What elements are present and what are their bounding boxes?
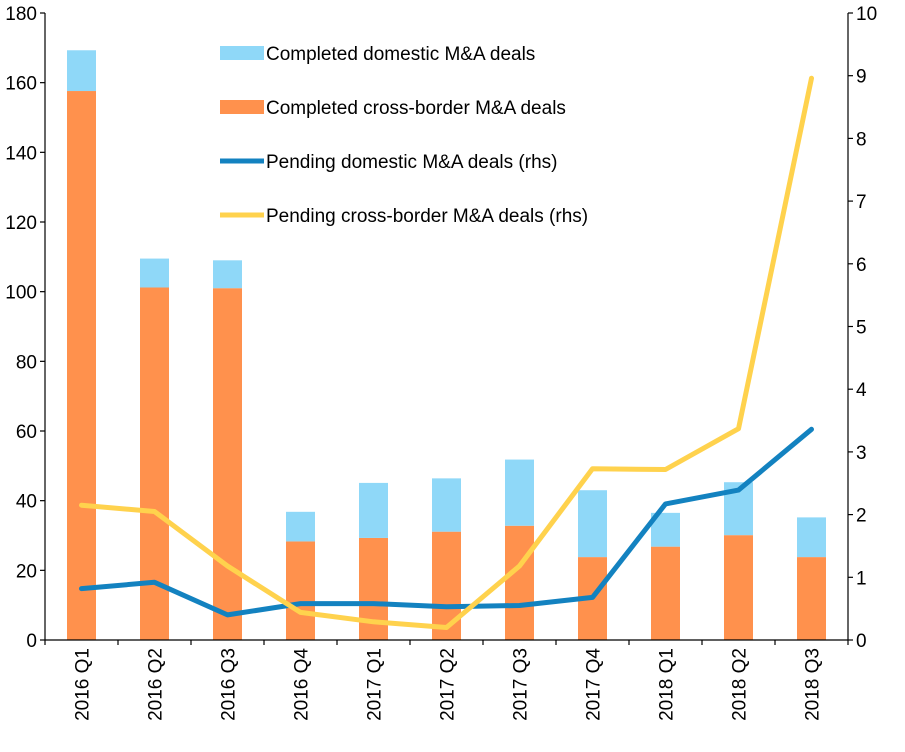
bar-domestic-0: [67, 50, 96, 92]
legend-label-1: Completed cross-border M&A deals: [266, 98, 566, 119]
legend-swatch-1: [220, 100, 264, 114]
legend-label-0: Completed domestic M&A deals: [266, 44, 535, 65]
bar-domestic-10: [797, 517, 826, 558]
legend: Completed domestic M&A deals Completed cr…: [220, 44, 588, 227]
x-tick-label-6: 2017 Q3: [511, 648, 532, 721]
bars-layer: [67, 50, 826, 640]
right-tick-label-2: 2: [856, 506, 867, 527]
x-tick-label-5: 2017 Q2: [438, 648, 459, 721]
right-tick-label-7: 7: [856, 192, 867, 213]
left-tick-label-1: 20: [16, 561, 37, 582]
axes-layer: 0 20 40 60 80 100 120 140 160 180 0 1 2 3 4 5 6 7 8 9 10 2016…: [5, 4, 877, 721]
x-tick-label-4: 2017 Q1: [365, 648, 386, 721]
x-tick-label-9: 2018 Q2: [730, 648, 751, 721]
right-tick-label-5: 5: [856, 318, 867, 339]
bar-cross-border-5: [432, 531, 461, 640]
bar-cross-border-6: [505, 525, 534, 640]
bar-cross-border-9: [724, 535, 753, 640]
bar-cross-border-2: [213, 288, 242, 640]
x-tick-label-0: 2016 Q1: [73, 648, 94, 721]
x-tick-label-10: 2018 Q3: [803, 648, 824, 721]
legend-label-2: Pending domestic M&A deals (rhs): [266, 152, 557, 173]
x-tick-label-1: 2016 Q2: [146, 648, 167, 721]
right-tick-label-4: 4: [856, 380, 867, 401]
bar-domestic-2: [213, 260, 242, 289]
left-tick-label-9: 180: [5, 4, 37, 25]
bar-domestic-7: [578, 490, 607, 558]
x-tick-label-7: 2017 Q4: [584, 648, 605, 721]
lines-layer: [79, 75, 814, 630]
right-tick-label-6: 6: [856, 255, 867, 276]
left-tick-label-5: 100: [5, 283, 37, 304]
bar-domestic-3: [286, 511, 315, 542]
right-tick-label-3: 3: [856, 443, 867, 464]
x-tick-label-3: 2016 Q4: [292, 648, 313, 721]
right-tick-label-0: 0: [856, 631, 867, 652]
right-tick-label-10: 10: [856, 4, 877, 25]
x-tick-label-2: 2016 Q3: [219, 648, 240, 721]
bar-domestic-4: [359, 482, 388, 538]
right-tick-label-8: 8: [856, 129, 867, 150]
bar-cross-border-0: [67, 91, 96, 640]
bar-cross-border-3: [286, 541, 315, 640]
legend-label-3: Pending cross-border M&A deals (rhs): [266, 206, 588, 227]
bar-domestic-6: [505, 459, 534, 526]
legend-swatch-0: [220, 46, 264, 60]
line-pending-domestic: [79, 426, 814, 618]
bar-cross-border-8: [651, 546, 680, 640]
left-tick-label-0: 0: [26, 631, 37, 652]
right-tick-label-1: 1: [856, 568, 867, 589]
left-tick-label-4: 80: [16, 352, 37, 373]
line-pending-cross-border: [79, 75, 814, 630]
bar-cross-border-10: [797, 557, 826, 640]
x-tick-label-8: 2018 Q1: [657, 648, 678, 721]
left-tick-label-2: 40: [16, 492, 37, 513]
left-tick-label-8: 160: [5, 74, 37, 95]
left-tick-label-7: 140: [5, 143, 37, 164]
left-tick-label-3: 60: [16, 422, 37, 443]
bar-domestic-5: [432, 478, 461, 532]
right-tick-label-9: 9: [856, 67, 867, 88]
left-tick-label-6: 120: [5, 213, 37, 234]
bar-domestic-1: [140, 258, 169, 288]
